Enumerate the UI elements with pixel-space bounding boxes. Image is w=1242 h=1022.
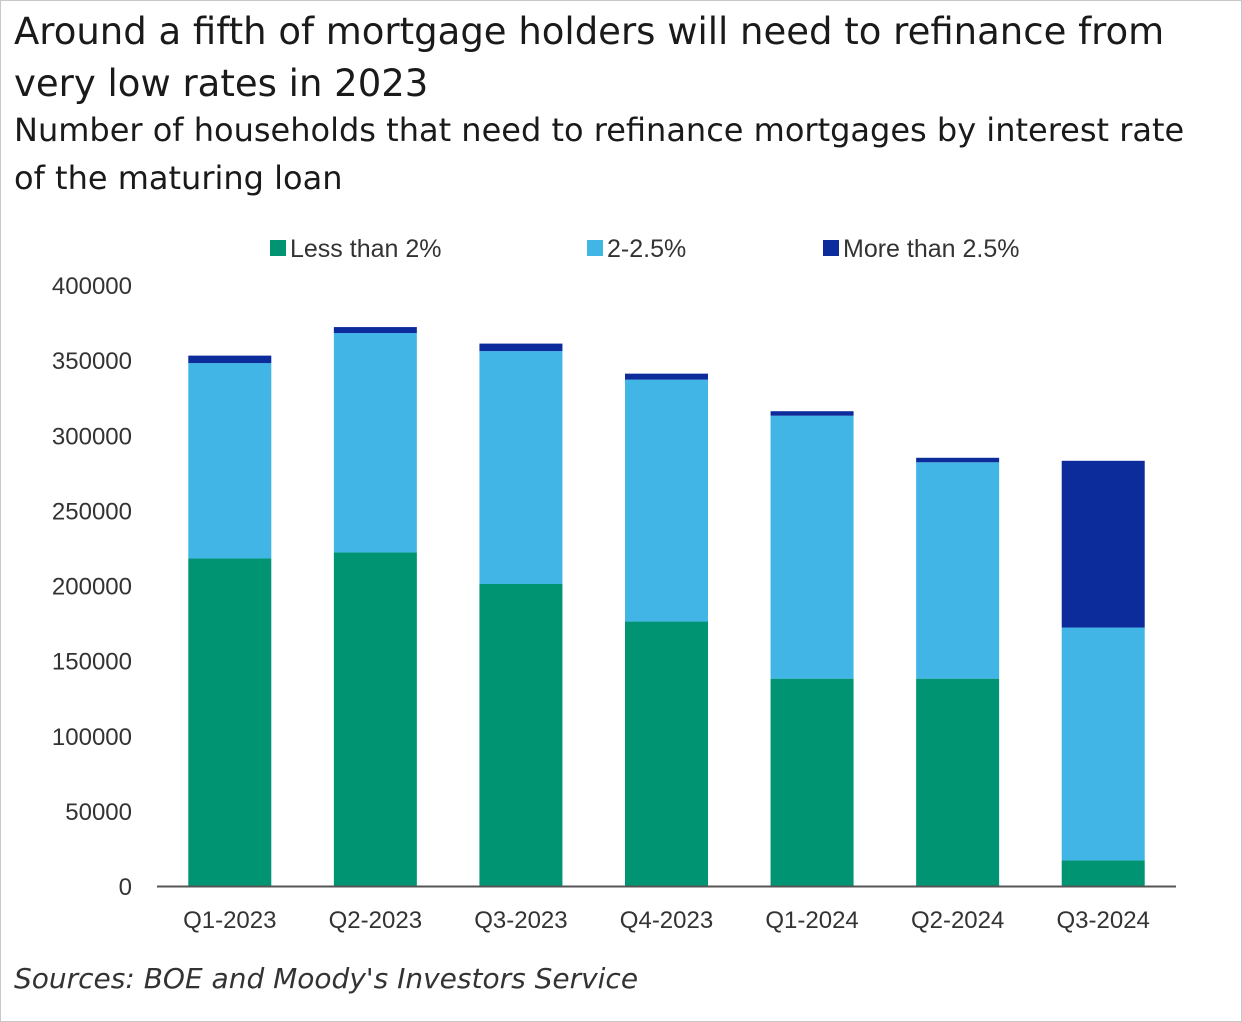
y-tick-label: 300000 [52,423,132,450]
x-tick-label: Q1-2023 [183,907,276,934]
legend-label: Less than 2% [290,235,442,263]
x-tick-label: Q1-2024 [765,907,858,934]
x-tick-label: Q2-2024 [911,907,1004,934]
bar-segment [479,583,563,886]
bar-segment [1061,627,1145,861]
y-tick-label: 150000 [52,649,132,676]
legend-item: More than 2.5% [823,235,1020,263]
bar-segment [916,462,1000,679]
bars [188,327,1145,886]
bar-segment [770,411,854,416]
bar-segment [770,678,854,886]
bar-segment [333,333,417,553]
y-tick-label: 0 [119,874,132,901]
legend-item: 2-2.5% [587,235,686,263]
y-tick-label: 100000 [52,724,132,751]
legend-item: Less than 2% [270,235,442,263]
bar-segment [625,379,708,622]
bar-segment [770,415,854,679]
chart-subtitle: Number of households that need to refina… [14,111,1185,197]
y-tick-label: 350000 [52,348,132,375]
bar-segment [479,343,563,352]
y-tick-label: 50000 [65,799,132,826]
x-tick-label: Q3-2024 [1057,907,1150,934]
bar-segment [333,552,417,886]
bar-segment [188,363,272,559]
bar-segment [916,678,1000,886]
legend-label: More than 2.5% [843,235,1020,263]
legend: Less than 2% 2-2.5% More than 2.5% [270,235,1020,263]
x-tick-label: Q2-2023 [329,907,422,934]
legend-swatch [823,240,839,256]
x-tick-label: Q4-2023 [620,907,713,934]
source-note: Sources: BOE and Moody's Investors Servi… [14,962,639,995]
y-tick-label: 400000 [52,273,132,300]
y-tick-label: 250000 [52,498,132,525]
bar-segment [188,355,272,364]
bar-segment [479,351,563,584]
x-axis: Q1-2023 Q2-2023 Q3-2023 Q4-2023 Q1-2024 Q2-20… [157,885,1176,934]
x-tick-label: Q3-2023 [474,907,567,934]
bar-segment [188,558,272,886]
legend-label: 2-2.5% [607,235,686,263]
y-tick-label: 200000 [52,574,132,601]
legend-swatch [587,240,603,256]
bar-segment [333,327,417,334]
bar-segment [625,373,708,380]
bar-segment [1061,860,1145,886]
chart-title: Around a fifth of mortgage holders will … [14,10,1165,105]
legend-swatch [270,240,286,256]
y-axis: 0 50000 100000 150000 200000 250000 300000 3500… [52,273,132,901]
bar-segment [625,621,708,886]
bar-segment [1061,460,1145,628]
bar-segment [916,457,1000,463]
